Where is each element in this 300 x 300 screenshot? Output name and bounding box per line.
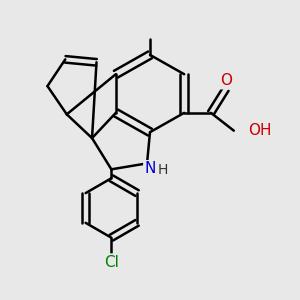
Text: Cl: Cl xyxy=(104,255,119,270)
Text: H: H xyxy=(157,163,168,177)
Text: O: O xyxy=(220,73,232,88)
Text: N: N xyxy=(144,161,156,176)
Text: OH: OH xyxy=(248,123,272,138)
